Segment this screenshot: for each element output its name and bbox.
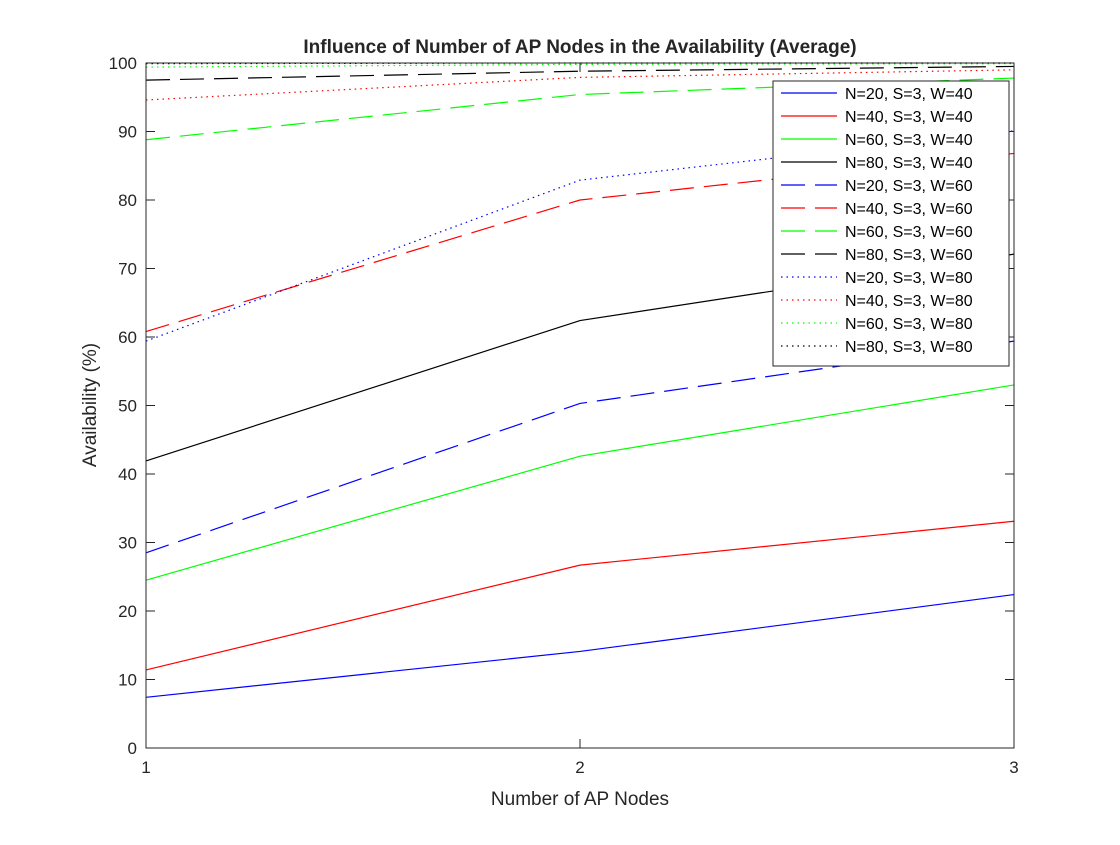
legend-label-2: N=40, S=3, W=40 (845, 109, 973, 126)
y-tick-label: 40 (118, 465, 137, 484)
y-tick-label: 90 (118, 123, 137, 142)
x-tick-label: 1 (141, 758, 150, 777)
legend-label-4: N=80, S=3, W=40 (845, 155, 973, 172)
y-tick-label: 100 (109, 54, 137, 73)
legend-label-3: N=60, S=3, W=40 (845, 132, 973, 149)
series-line-1 (145, 593, 1015, 698)
legend-label-10: N=40, S=3, W=80 (845, 293, 973, 310)
y-tick-label: 80 (118, 191, 137, 210)
legend-label-7: N=60, S=3, W=60 (845, 224, 973, 241)
series-line-2 (145, 520, 1015, 671)
y-tick-label: 20 (118, 602, 137, 621)
series-line-8 (145, 65, 1015, 81)
legend: N=20, S=3, W=40 N=40, S=3, W=40 N=60, S=3,… (772, 80, 1010, 367)
y-tick-label: 70 (118, 260, 137, 279)
x-axis-label: Number of AP Nodes (491, 789, 669, 810)
x-tick-label: 2 (575, 758, 584, 777)
legend-label-12: N=80, S=3, W=80 (845, 339, 973, 356)
series-layer (145, 62, 1015, 698)
y-tick-label: 60 (118, 328, 137, 347)
y-axis-label: Availability (%) (80, 343, 101, 467)
legend-label-8: N=80, S=3, W=60 (845, 247, 973, 264)
x-tick-label: 3 (1009, 758, 1018, 777)
y-tick-label: 30 (118, 534, 137, 553)
legend-label-6: N=40, S=3, W=60 (845, 201, 973, 218)
legend-label-5: N=20, S=3, W=60 (845, 178, 973, 195)
y-tick-label: 50 (118, 397, 137, 416)
y-tick-label: 10 (118, 671, 137, 690)
legend-label-9: N=20, S=3, W=80 (845, 270, 973, 287)
y-tick-label: 0 (128, 739, 137, 758)
legend-label-1: N=20, S=3, W=40 (845, 86, 973, 103)
series-line-3 (145, 384, 1015, 581)
series-line-10 (145, 69, 1015, 101)
legend-label-11: N=60, S=3, W=80 (845, 316, 973, 333)
legend-box (772, 80, 1010, 367)
chart-title: Influence of Number of AP Nodes in the A… (303, 37, 856, 58)
